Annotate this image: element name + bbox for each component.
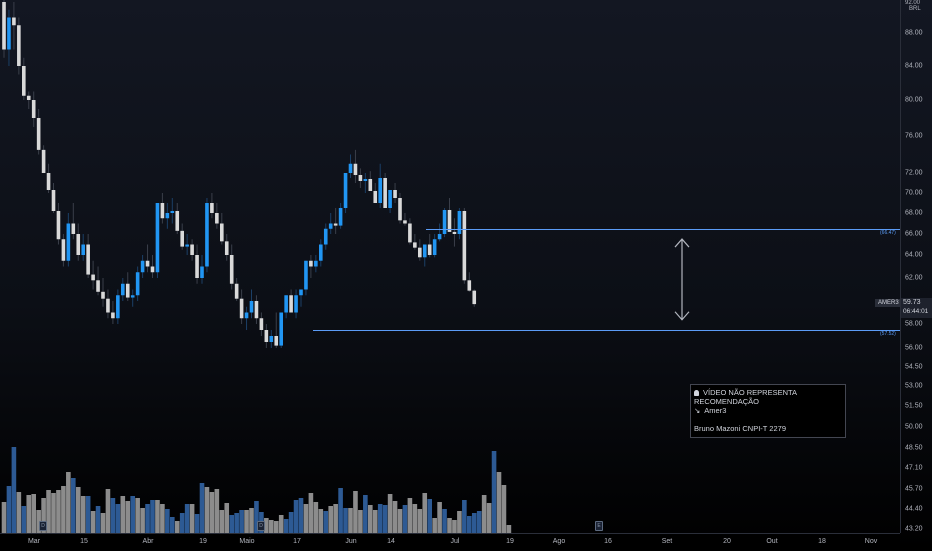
author-line: Bruno Mazoni CNPI-T 2279 [694, 424, 786, 433]
symbol-tag: AMER3 [875, 299, 900, 307]
price-tick-label: 45.70 [905, 485, 923, 493]
price-tick-label: 44.40 [905, 505, 923, 513]
ticker-text: Amer3 [704, 406, 727, 415]
time-tick-label: Abr [142, 538, 154, 545]
time-tick-label: 16 [604, 538, 612, 545]
price-axis[interactable]: 92.00 BRL 88.00 84.00 80.00 76.00 72.00 70.00… [900, 0, 932, 533]
time-tick-label: Jun [345, 538, 357, 545]
resistance-level-line[interactable] [426, 229, 900, 231]
support-level-label: (57.52) [880, 330, 896, 337]
time-tick-label: 17 [293, 538, 301, 545]
time-tick-label: Set [661, 538, 673, 545]
price-tick-label: 72.00 [905, 169, 923, 177]
time-tick-label: Mar [27, 538, 41, 545]
plot-area[interactable]: (66.47) (57.52) D D E VÍDEO NÃO REPRESENTA… [0, 0, 900, 533]
time-tick-label: 20 [723, 538, 731, 545]
event-marker-icon[interactable]: E [595, 521, 603, 531]
lightbulb-icon [694, 390, 699, 397]
time-tick-label: Jul [450, 538, 460, 545]
price-tick-label: 48.50 [905, 444, 923, 452]
price-tick-label: 47.10 [905, 464, 923, 472]
event-marker-icon[interactable]: D [257, 521, 265, 531]
last-price-badge: 59.73 06:44:01 [901, 298, 932, 318]
time-tick-label: 15 [80, 538, 88, 545]
time-axis[interactable]: Mar 15 Abr 19 Maio 17 Jun 14 Jul 19 Ago 16 Set 20 Out 1… [0, 533, 900, 551]
trend-arrow-icon: ↘ [694, 406, 701, 415]
time-tick-label: Ago [552, 538, 566, 545]
price-tick-label: 64.00 [905, 251, 923, 259]
time-tick-label: Out [766, 538, 778, 545]
price-tick-label: 68.00 [905, 209, 923, 217]
price-tick-label: 84.00 [905, 62, 923, 70]
resistance-level-label: (66.47) [880, 230, 896, 237]
time-tick-label: 14 [387, 538, 395, 545]
price-tick-label: 76.00 [905, 132, 923, 140]
price-tick-label: 62.00 [905, 274, 923, 282]
annotation-text-box[interactable]: VÍDEO NÃO REPRESENTA RECOMENDAÇÃO ↘ Amer3… [690, 384, 846, 438]
price-tick-label: 43.20 [905, 525, 923, 533]
last-price-value: 59.73 [903, 299, 921, 306]
price-tick-label: 56.00 [905, 344, 923, 352]
candlestick-series [1, 0, 512, 533]
price-tick-label: 58.00 [905, 320, 923, 328]
time-tick-label: Maio [239, 538, 255, 545]
disclaimer-text: VÍDEO NÃO REPRESENTA RECOMENDAÇÃO [694, 388, 797, 406]
price-tick-label: 54.50 [905, 363, 923, 371]
price-top-value: 92.00 [905, 0, 921, 6]
price-tick-label: 88.00 [905, 29, 923, 37]
price-tick-label: 53.00 [905, 382, 923, 390]
price-tick-label: 80.00 [905, 96, 923, 104]
price-tick-label: 51.50 [905, 402, 923, 410]
time-tick-label: 19 [506, 538, 514, 545]
author-text: Bruno Mazoni CNPI-T 2279 [694, 424, 786, 433]
time-tick-label: Nov [864, 538, 878, 545]
price-tick-label: 70.00 [905, 189, 923, 197]
event-marker-icon[interactable]: D [39, 521, 47, 531]
price-tick-label: 66.00 [905, 230, 923, 238]
price-tick-label: 50.00 [905, 423, 923, 431]
double-arrow-icon[interactable] [0, 0, 900, 533]
currency-label: BRL [909, 6, 921, 12]
bar-countdown: 06:44:01 [903, 308, 929, 315]
ticker-line: ↘ Amer3 [694, 406, 726, 415]
disclaimer-line: VÍDEO NÃO REPRESENTA RECOMENDAÇÃO [694, 388, 845, 406]
time-tick-label: 19 [199, 538, 207, 545]
support-level-line[interactable] [313, 329, 900, 331]
time-tick-label: 18 [818, 538, 826, 545]
